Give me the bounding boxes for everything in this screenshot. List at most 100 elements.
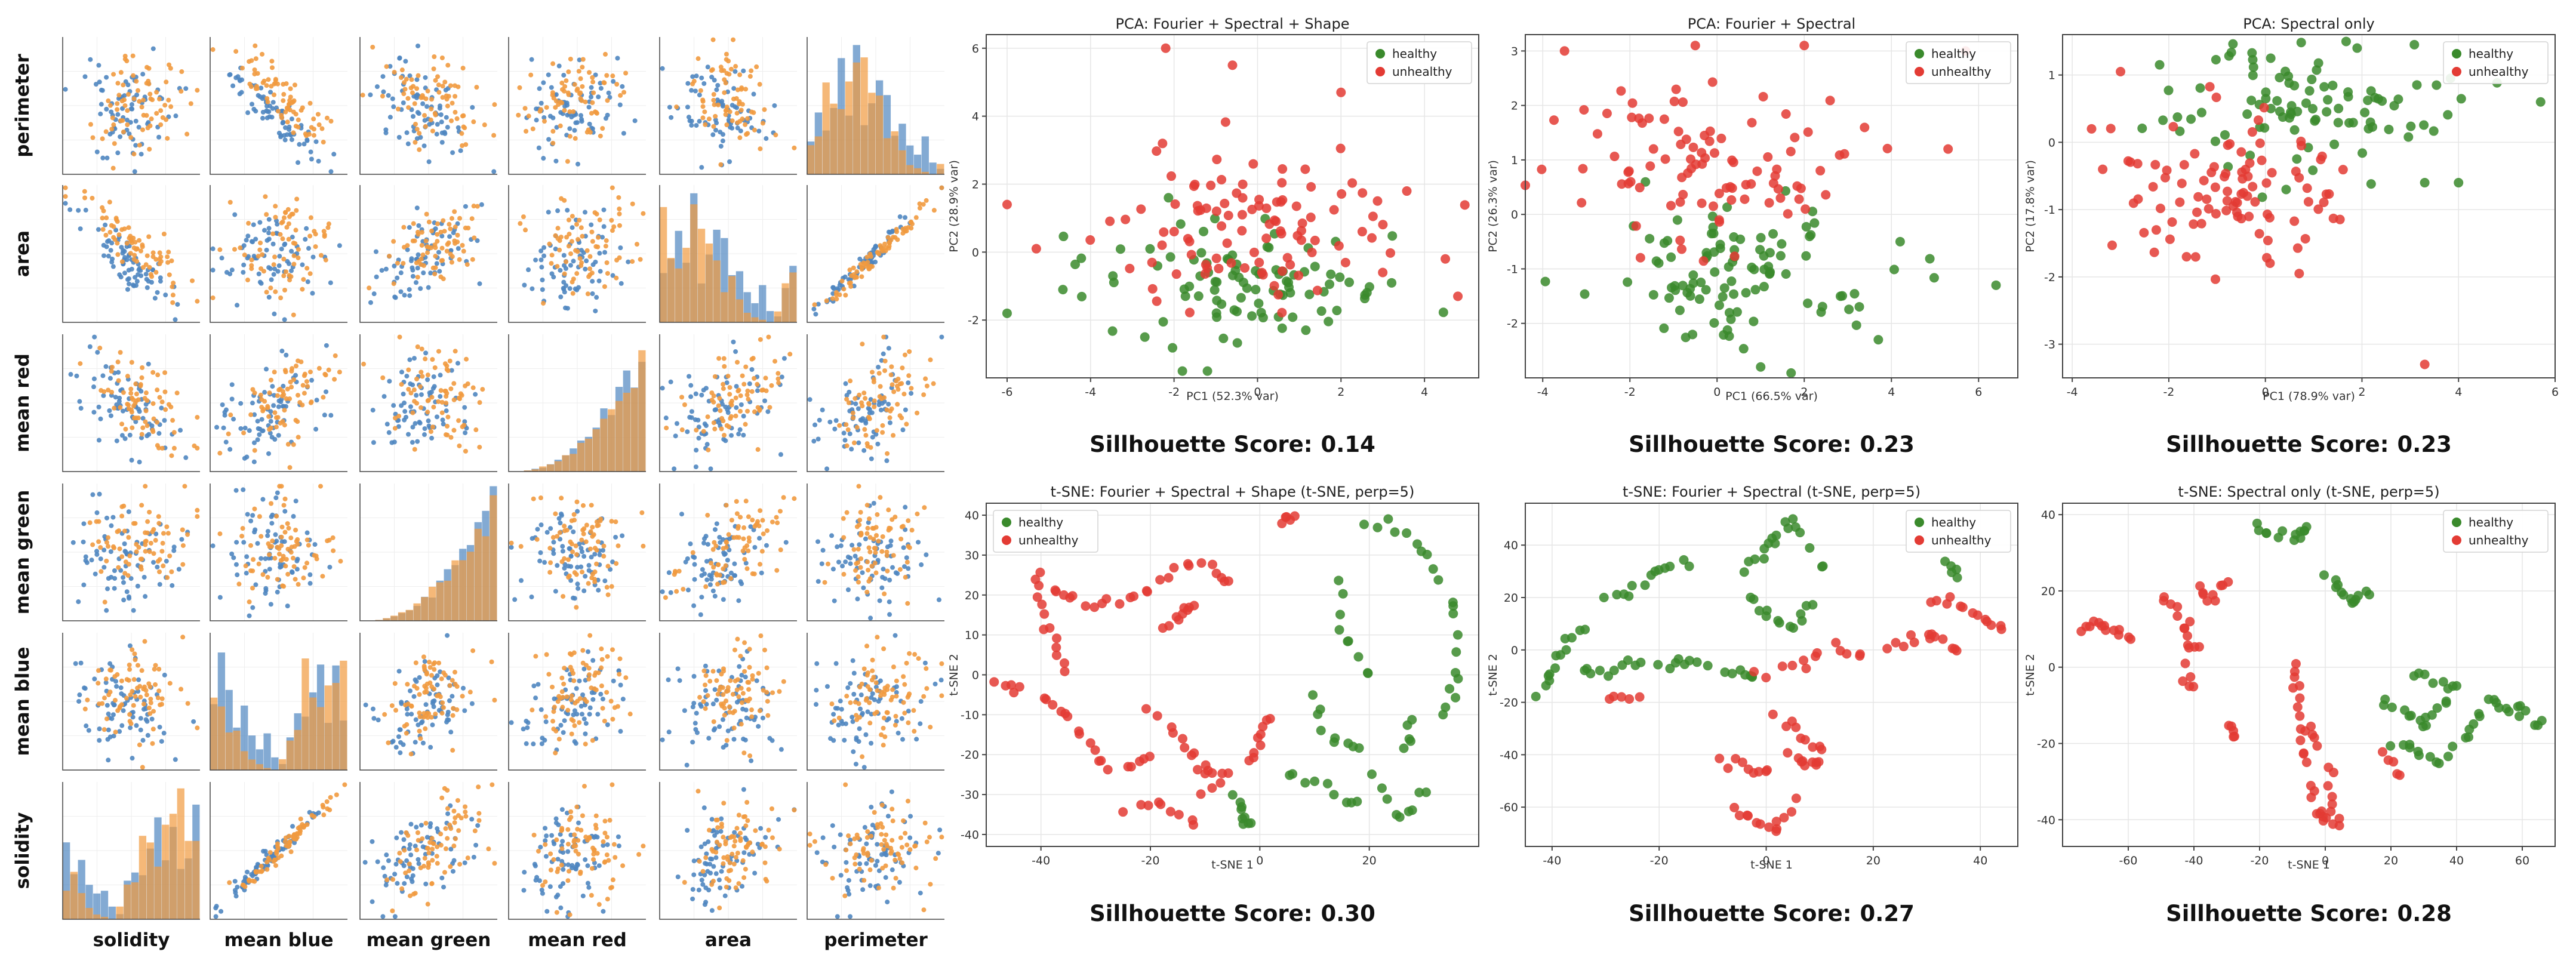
scatter-point (872, 697, 877, 703)
scatter-point (924, 666, 929, 672)
scatter-point (702, 536, 707, 541)
scatter-point (104, 558, 109, 563)
scatter-point (581, 531, 586, 537)
scatter-point (450, 694, 455, 699)
scatter-point (304, 226, 309, 231)
scatter-point (294, 831, 300, 836)
scatter-point (304, 379, 309, 384)
scatter-point (229, 382, 235, 387)
scatter-point (233, 562, 239, 567)
scatter-point (712, 540, 717, 545)
scatter-point (448, 435, 454, 440)
scatter-point (866, 406, 871, 411)
scatter-point (282, 288, 288, 293)
scatter-point (469, 216, 475, 221)
scatter-point (432, 675, 438, 680)
scatter-point (425, 88, 430, 94)
scatter-point (701, 429, 706, 434)
scatter-point (696, 887, 701, 892)
scatter-point (586, 274, 592, 279)
scatter-point (873, 525, 879, 530)
scatter-point (560, 839, 565, 844)
scatter-point (122, 270, 127, 276)
scatter-point (830, 296, 835, 301)
scatter-point (229, 396, 235, 402)
scatter-point (847, 891, 852, 897)
scatter-point (762, 860, 768, 866)
scatter-point (564, 259, 569, 264)
scatter-point (710, 132, 716, 137)
scatter-point (713, 543, 719, 549)
scatter-point (860, 754, 865, 759)
scatter-point (873, 863, 878, 868)
scatter-point (433, 265, 438, 270)
scatter-point (157, 395, 162, 400)
scatter-point (407, 688, 413, 694)
scatter-point (544, 909, 550, 914)
scatter-point (704, 442, 710, 447)
scatter-point (890, 867, 895, 873)
scatter-point (119, 678, 124, 683)
scatter-point (811, 439, 817, 444)
scatter-point (897, 566, 903, 572)
scatter-point (864, 673, 870, 678)
scatter-point (108, 413, 113, 418)
scatter-point (572, 723, 577, 728)
scatter-point (421, 263, 426, 268)
scatter-point (124, 695, 129, 701)
scatter-point (448, 864, 453, 869)
scatter-point (736, 535, 741, 540)
scatter-point (836, 715, 842, 720)
scatter-point (300, 262, 305, 267)
scatter-point (611, 678, 616, 683)
scatter-point (541, 301, 546, 306)
scatter-point (558, 100, 563, 105)
scatter-point (118, 275, 124, 280)
scatter-point (414, 127, 420, 132)
cell-axis (210, 633, 347, 771)
histogram-bar (592, 429, 600, 472)
scatter-point (744, 800, 750, 805)
scatter-point (126, 535, 131, 540)
scatter-point (873, 550, 878, 555)
scatter-point (811, 306, 817, 312)
scatter-point (875, 688, 880, 693)
scatter-point (552, 696, 557, 701)
scatter-point (660, 386, 665, 391)
scatter-point (778, 747, 784, 752)
scatter-point (371, 291, 377, 297)
scatter-point (450, 678, 455, 683)
pairplot-cell (659, 37, 797, 175)
cell-axis (508, 484, 646, 621)
scatter-point (380, 375, 386, 380)
pairplot-cell (210, 185, 347, 323)
scatter-point (895, 402, 900, 407)
scatter-point (775, 376, 781, 381)
scatter-point (171, 548, 177, 553)
scatter-point (571, 843, 576, 849)
scatter-point (559, 859, 565, 864)
scatter-point (150, 726, 156, 732)
scatter-point (457, 861, 463, 867)
scatter-point (900, 737, 905, 742)
scatter-point (130, 756, 135, 761)
scatter-point (275, 109, 281, 114)
scatter-point (224, 270, 229, 275)
scatter-point (113, 395, 118, 400)
scatter-point (313, 232, 318, 237)
scatter-point (281, 257, 287, 262)
scatter-point (741, 536, 746, 541)
scatter-point (105, 586, 110, 592)
scatter-point (756, 524, 762, 529)
scatter-point (371, 716, 377, 721)
scatter-point (268, 418, 273, 424)
scatter-point (820, 407, 825, 412)
scatter-point (425, 377, 430, 383)
scatter-point (758, 826, 764, 831)
scatter-point (685, 429, 690, 435)
histogram-bar (177, 788, 184, 919)
scatter-point (91, 384, 96, 390)
scatter-point (93, 571, 98, 577)
scatter-point (725, 558, 730, 563)
scatter-point (259, 405, 264, 410)
